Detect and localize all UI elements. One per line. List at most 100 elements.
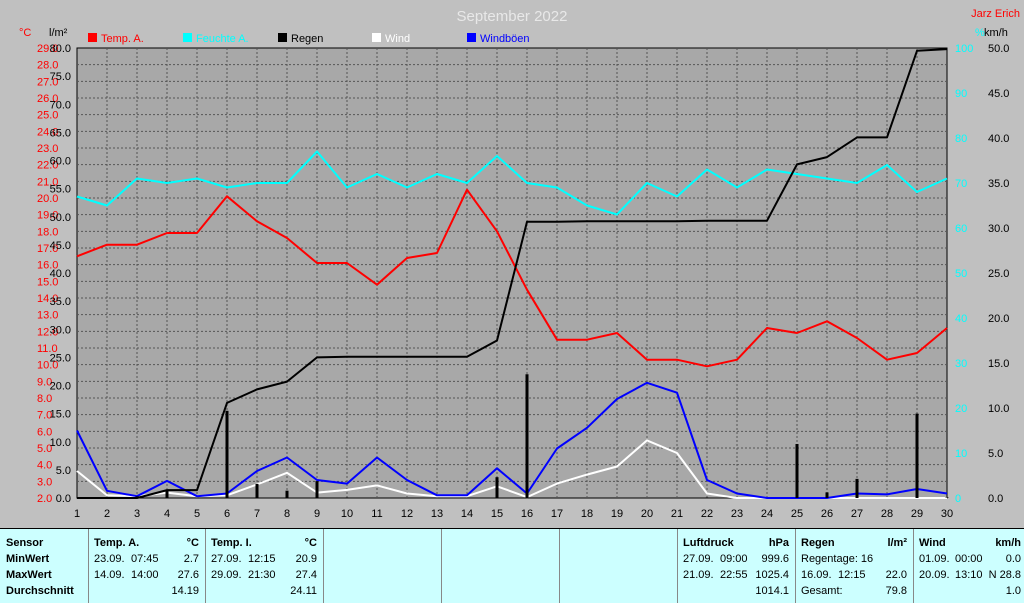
rain-bar bbox=[795, 444, 799, 498]
pressure-avg: 1014.1 bbox=[755, 585, 789, 597]
temp-tick-label: 19.0 bbox=[37, 210, 58, 222]
temp-unit-label: °C bbox=[19, 27, 31, 39]
humidity-tick-label: 70 bbox=[955, 178, 967, 190]
humidity-tick-label: 100 bbox=[955, 43, 973, 55]
rain-max-val: 22.0 bbox=[885, 569, 907, 581]
wind-tick-label: 50.0 bbox=[988, 43, 1009, 55]
temp-tick-label: 3.0 bbox=[37, 476, 52, 488]
wind-max-time: 13:10 bbox=[955, 569, 983, 581]
temp-a-max-val: 27.6 bbox=[177, 569, 199, 581]
x-tick-label: 14 bbox=[461, 508, 473, 520]
pressure-max-date: 21.09. bbox=[683, 569, 714, 581]
rain-bar bbox=[495, 477, 499, 498]
summary-col-wind: Wind km/h 01.09. 00:00 0.0 20.09. 13:10 … bbox=[913, 529, 1023, 603]
humidity-tick-label: 50 bbox=[955, 268, 967, 280]
pressure-max-val: 1025.4 bbox=[755, 569, 789, 581]
legend-label: Wind bbox=[385, 33, 410, 45]
rain-tick-label: 20.0 bbox=[50, 381, 71, 393]
rain-days: Regentage: 16 bbox=[801, 553, 874, 565]
pressure-title: Luftdruck bbox=[683, 537, 734, 549]
temp-tick-label: 26.0 bbox=[37, 93, 58, 105]
rain-bar bbox=[915, 413, 919, 498]
x-tick-label: 19 bbox=[611, 508, 623, 520]
rain-bar bbox=[855, 478, 859, 498]
temp-tick-label: 17.0 bbox=[37, 243, 58, 255]
wind-tick-label: 35.0 bbox=[988, 178, 1009, 190]
legend-swatch bbox=[372, 33, 381, 42]
temp-a-title: Temp. A. bbox=[94, 537, 140, 549]
humidity-tick-label: 0 bbox=[955, 493, 961, 505]
wind-tick-label: 0.0 bbox=[988, 493, 1003, 505]
series-line-temp-a bbox=[76, 188, 948, 368]
wind-tick-label: 5.0 bbox=[988, 448, 1003, 460]
rain-tick-label: 30.0 bbox=[50, 324, 71, 336]
temp-tick-label: 4.0 bbox=[37, 460, 52, 472]
wind-min-time: 00:00 bbox=[955, 553, 983, 565]
wind-title: Wind bbox=[919, 537, 946, 549]
wind-max-val: N 28.8 bbox=[988, 569, 1021, 581]
rain-tick-label: 80.0 bbox=[50, 43, 71, 55]
temp-tick-label: 6.0 bbox=[37, 426, 52, 438]
rain-tick-label: 15.0 bbox=[50, 409, 71, 421]
rain-total-label: Gesamt: bbox=[801, 585, 843, 597]
rain-bar bbox=[285, 490, 289, 498]
rain-bar bbox=[825, 492, 829, 498]
rain-tick-label: 35.0 bbox=[50, 296, 71, 308]
legend-swatch bbox=[183, 33, 192, 42]
x-tick-label: 4 bbox=[164, 508, 170, 520]
x-tick-label: 16 bbox=[521, 508, 533, 520]
temp-tick-label: 5.0 bbox=[37, 443, 52, 455]
series-line-windböen bbox=[76, 381, 948, 499]
rain-bar bbox=[345, 497, 349, 498]
temp-tick-label: 27.0 bbox=[37, 76, 58, 88]
humidity-unit-label: % bbox=[975, 27, 985, 39]
wind-tick-label: 45.0 bbox=[988, 88, 1009, 100]
summary-sensor-header: Sensor bbox=[6, 537, 44, 549]
rain-tick-label: 5.0 bbox=[56, 465, 71, 477]
temp-i-avg: 24.11 bbox=[290, 585, 317, 597]
temp-tick-label: 8.0 bbox=[37, 393, 52, 405]
summary-col-pressure: Luftdruck hPa 27.09. 09:00 999.6 21.09. … bbox=[677, 529, 796, 603]
rain-bar bbox=[225, 410, 229, 498]
station-name: Jarz Erich bbox=[971, 8, 1020, 20]
x-tick-label: 28 bbox=[881, 508, 893, 520]
temp-tick-label: 7.0 bbox=[37, 410, 52, 422]
x-tick-label: 13 bbox=[431, 508, 443, 520]
rain-tick-label: 70.0 bbox=[50, 99, 71, 111]
rain-bar bbox=[705, 497, 709, 498]
temp-tick-label: 24.0 bbox=[37, 126, 58, 138]
plot-area bbox=[76, 47, 948, 499]
temp-tick-label: 20.0 bbox=[37, 193, 58, 205]
weather-chart: 29.0 28.0 27.0 26.0 25.0 24.0 23.0 22.0 21.0 20.0… bbox=[19, 8, 1020, 520]
temp-i-max-date: 29.09. bbox=[211, 569, 242, 581]
rain-bar bbox=[165, 490, 169, 498]
x-tick-label: 18 bbox=[581, 508, 593, 520]
rain-unit-label: l/m² bbox=[49, 27, 68, 39]
wind-min-val: 0.0 bbox=[1005, 553, 1021, 565]
x-tick-label: 10 bbox=[341, 508, 353, 520]
summary-row-avg: Durchschnitt bbox=[6, 585, 74, 597]
x-tick-label: 2 bbox=[104, 508, 110, 520]
temp-tick-label: 9.0 bbox=[37, 376, 52, 388]
rain-total-val: 79.8 bbox=[885, 585, 907, 597]
x-tick-label: 17 bbox=[551, 508, 563, 520]
humidity-tick-label: 80 bbox=[955, 133, 967, 145]
wind-tick-label: 25.0 bbox=[988, 268, 1009, 280]
wind-min-date: 01.09. bbox=[919, 553, 950, 565]
temp-tick-label: 11.0 bbox=[37, 343, 58, 355]
temp-tick-label: 16.0 bbox=[37, 260, 58, 272]
temp-a-min-val: 2.7 bbox=[183, 553, 199, 565]
x-tick-label: 3 bbox=[134, 508, 140, 520]
legend-swatch bbox=[467, 33, 476, 42]
x-tick-label: 15 bbox=[491, 508, 503, 520]
temp-tick-label: 23.0 bbox=[37, 143, 58, 155]
wind-max-date: 20.09. bbox=[919, 569, 950, 581]
rain-tick-label: 65.0 bbox=[50, 127, 71, 139]
summary-col-rain: Regen l/m² Regentage: 16 16.09. 12:15 22… bbox=[795, 529, 914, 603]
wind-tick-label: 10.0 bbox=[988, 403, 1009, 415]
temp-i-max-time: 21:30 bbox=[248, 569, 276, 581]
rain-bar bbox=[945, 497, 949, 498]
temp-a-avg: 14.19 bbox=[171, 585, 199, 597]
summary-row-max: MaxWert bbox=[6, 569, 52, 581]
pressure-max-time: 22:55 bbox=[720, 569, 748, 581]
